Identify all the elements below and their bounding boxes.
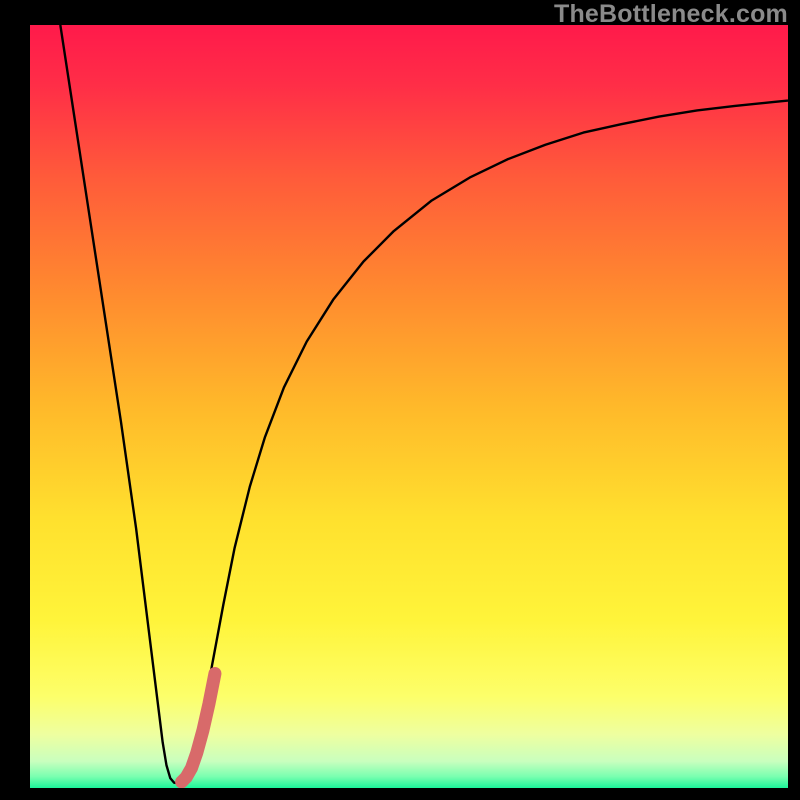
plot-background (30, 25, 788, 788)
chart-frame: TheBottleneck.com (0, 0, 800, 800)
watermark-text: TheBottleneck.com (554, 0, 788, 29)
plot-area (30, 25, 788, 788)
